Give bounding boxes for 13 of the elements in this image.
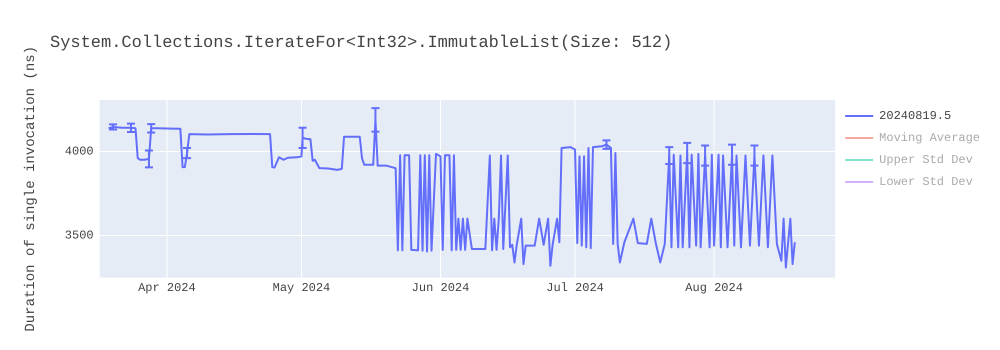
chart-title: System.Collections.IterateFor<Int32>.ImmutableList(Size: 512)	[50, 34, 672, 53]
x-tick-label: May 2024	[272, 280, 330, 295]
legend-label: Lower Std Dev	[879, 175, 973, 190]
legend-label: 20240819.5	[879, 109, 952, 124]
legend-label: Moving Average	[879, 131, 980, 146]
x-tick-label: Jun 2024	[412, 280, 470, 295]
x-tick-label: Apr 2024	[138, 280, 196, 295]
y-axis-title: Duration of single invocation (ns)	[23, 46, 40, 332]
y-tick-label: 3500	[64, 228, 94, 243]
x-tick-label: Aug 2024	[685, 280, 743, 295]
legend-label: Upper Std Dev	[879, 153, 973, 168]
y-tick-label: 4000	[64, 144, 94, 159]
x-tick-label: Jul 2024	[546, 280, 604, 295]
